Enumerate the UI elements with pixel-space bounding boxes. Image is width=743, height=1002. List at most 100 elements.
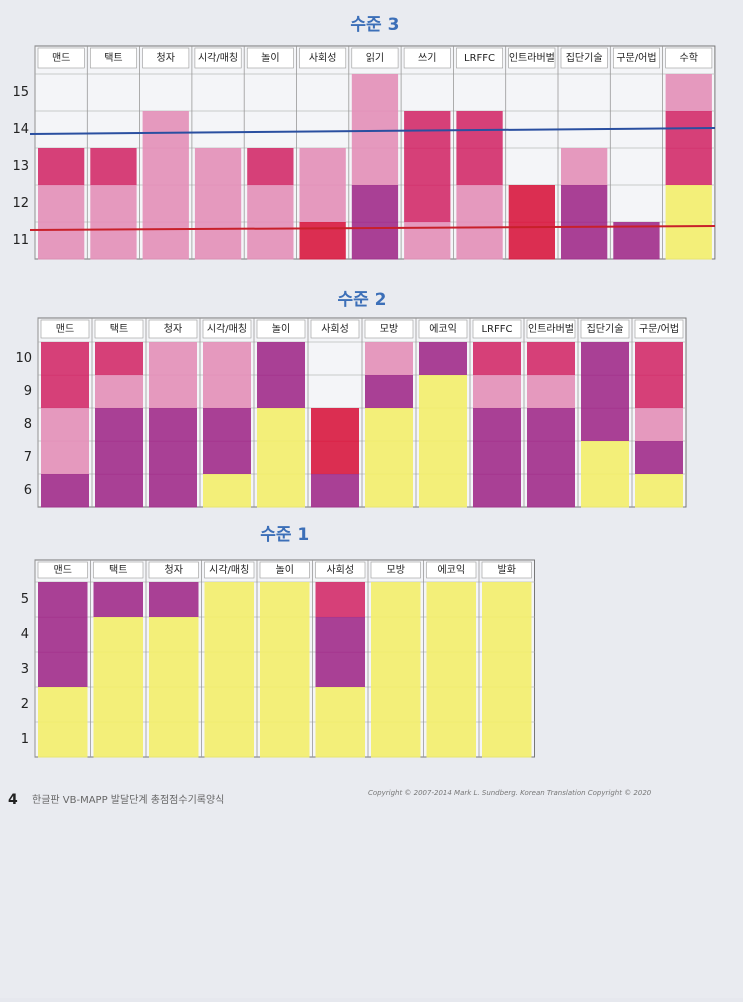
cell-fill [204,652,254,688]
cell-fill [613,222,660,260]
cell-fill [311,474,359,508]
cell-fill [482,617,532,653]
cell-fill [581,474,629,508]
cell-fill [247,185,294,223]
cell-fill [38,652,88,688]
cell-fill [351,148,399,186]
cell-fill [419,474,467,508]
row-label: 1 [21,732,29,747]
header-cell [560,47,608,69]
header-cell [194,47,242,69]
copyright: Copyright © 2007-2014 Mark L. Sundberg. … [368,789,652,797]
header-cell [259,561,310,579]
cell-fill [260,617,310,653]
cell-fill [95,408,143,442]
column-label: 쓰기 [418,52,436,64]
cell-fill [41,441,89,475]
column-label: 구문/어법 [616,52,656,64]
column-label: 인트라버벌 [509,52,555,64]
row-label: 7 [24,450,32,465]
cell-fill [149,617,199,653]
cell-fill [260,582,310,618]
header-cell [37,47,85,69]
cell-fill [38,617,88,653]
cell-fill [561,222,608,260]
cell-fill [581,342,629,376]
row-label: 5 [21,592,29,607]
header-cell [580,319,630,339]
cell-fill [527,474,575,508]
header-cell [508,47,556,69]
cell-fill [419,375,467,409]
cell-fill [41,375,89,409]
cell-fill [456,185,503,223]
column-label: 에코익 [429,323,457,335]
cell-fill [581,408,629,442]
cell-fill [473,375,521,409]
header-cell [481,561,532,579]
cell-fill [38,722,88,758]
column-label: 택트 [110,323,128,335]
column-label: 청자 [157,52,175,64]
cell-fill [203,408,251,442]
page-number: 4 [8,792,18,808]
row-label: 6 [24,483,32,498]
cell-fill [95,441,143,475]
cell-fill [204,687,254,723]
row-label: 3 [21,662,29,677]
column-label: 발화 [498,564,516,576]
header-cell [526,319,576,339]
header-cell [403,47,451,69]
cell-fill [508,222,555,260]
cell-fill [299,148,346,186]
cell-fill [482,652,532,688]
form-name: 한글판 VB-MAPP 발달단계 총점점수기록양식 [32,794,224,806]
cell-fill [311,441,359,475]
column-label: 놀이 [272,323,290,335]
cell-fill [257,408,305,442]
cell-fill [204,582,254,618]
column-label: 모방 [387,564,405,576]
column-label: 구문/어법 [639,323,679,335]
cell-fill [315,582,365,618]
cell-fill [527,441,575,475]
cell-fill [38,148,85,186]
column-label: 시각/매칭 [198,52,238,64]
header-cell [93,561,144,579]
column-label: 에코익 [437,564,465,576]
cell-fill [561,148,608,186]
cell-fill [635,474,683,508]
cell-fill [665,74,712,112]
cell-fill [404,148,451,186]
header-cell [418,319,468,339]
column-label: 집단기술 [566,52,603,64]
cell-fill [203,342,251,376]
cell-fill [95,342,143,376]
header-cell [426,561,477,579]
cell-fill [95,474,143,508]
column-label: 사회성 [321,323,349,335]
header-cell [94,319,144,339]
cell-fill [351,74,399,112]
column-label: 놀이 [276,564,294,576]
row-label: 4 [21,627,29,642]
section-title: 수준 2 [337,290,386,310]
column-label: 맨드 [52,52,70,64]
header-cell [204,561,255,579]
cell-fill [426,617,476,653]
header-cell [456,47,503,69]
cell-fill [419,408,467,442]
cell-fill [149,441,197,475]
cell-fill [419,342,467,376]
cell-fill [365,375,413,409]
cell-fill [311,408,359,442]
cell-fill [482,582,532,618]
cell-fill [149,722,199,758]
cell-fill [149,652,199,688]
cell-fill [473,342,521,376]
cell-fill [203,441,251,475]
column-label: 청자 [164,323,182,335]
cell-fill [473,474,521,508]
column-label: 청자 [165,564,183,576]
